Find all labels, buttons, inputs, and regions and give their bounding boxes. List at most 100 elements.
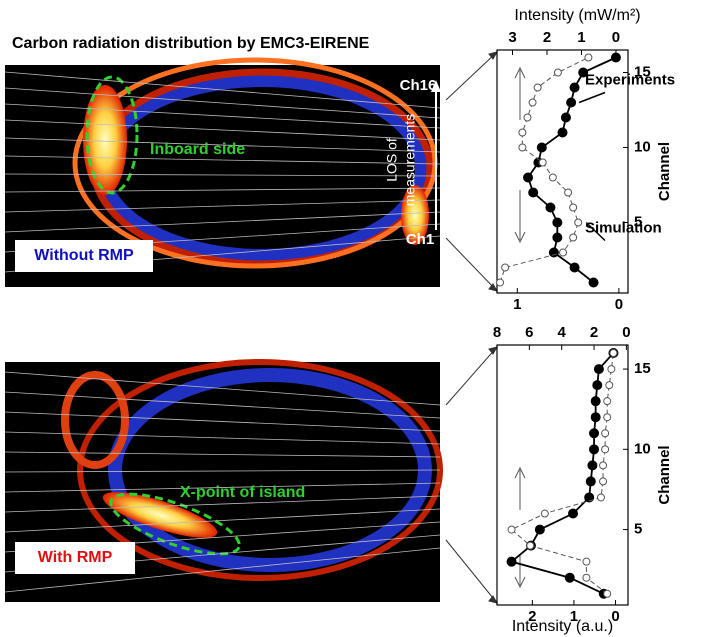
data-point (536, 142, 547, 153)
x2-tick-label: 0 (612, 29, 620, 46)
plot-frame (496, 49, 629, 294)
y-axis-label: Channel (656, 445, 673, 504)
y-tick-label: 5 (634, 521, 642, 538)
data-point (584, 53, 593, 62)
plot-frame (496, 344, 629, 606)
connector (445, 51, 499, 604)
data-point (603, 413, 612, 422)
y-tick-label: 10 (634, 138, 651, 155)
data-point (540, 509, 549, 518)
series-line (527, 56, 617, 284)
data-point (609, 349, 618, 358)
legend-label: Experiments (585, 71, 675, 88)
data-point (599, 461, 608, 470)
data-point (496, 278, 505, 287)
data-point (533, 83, 542, 92)
data-point (528, 98, 537, 107)
x2-tick-label: 6 (525, 324, 533, 341)
data-point (548, 247, 559, 258)
data-point (545, 202, 556, 213)
data-point (553, 68, 562, 77)
data-point (589, 444, 600, 455)
annotation: X-point of island (180, 484, 305, 501)
x-tick-label: 0 (611, 608, 619, 625)
data-point (518, 143, 527, 152)
x-tick-label: 2 (528, 608, 536, 625)
panel-label: With RMP (38, 549, 113, 566)
data-point (569, 82, 580, 93)
x2-tick-label: 3 (508, 29, 516, 46)
x-tick-label: 1 (513, 296, 521, 313)
x2-axis-label: Intensity (mW/m²) (514, 7, 640, 24)
data-point (564, 572, 575, 583)
data-point (585, 476, 596, 487)
data-point (603, 589, 612, 598)
data-point (548, 173, 557, 182)
data-point (566, 97, 577, 108)
data-point (506, 556, 517, 567)
data-point (523, 172, 534, 183)
data-point (526, 541, 535, 550)
legend-arrow (585, 221, 606, 242)
legend-arrow (578, 91, 606, 104)
data-point (534, 524, 545, 535)
x2-tick-label: 4 (558, 324, 567, 341)
data-point (596, 493, 605, 502)
y-tick-label: 5 (634, 213, 642, 230)
series-line (499, 57, 589, 283)
data-point (599, 477, 608, 486)
y-axis-label: Channel (656, 142, 673, 201)
data-point (601, 445, 610, 454)
data-point (582, 573, 591, 582)
arrow (514, 66, 526, 589)
data-point (607, 365, 616, 374)
legend-label: Simulation (585, 219, 662, 236)
x2-tick-label: 0 (622, 324, 630, 341)
figure-title: Carbon radiation distribution by EMC3-EI… (12, 35, 370, 52)
data-point (593, 364, 604, 375)
y-tick-label: 15 (634, 63, 651, 80)
series-line (510, 352, 614, 595)
data-point (582, 557, 591, 566)
annotation: Ch16 (400, 77, 437, 94)
data-point (592, 380, 603, 391)
data-point (610, 52, 621, 63)
y-tick-label: 15 (634, 360, 651, 377)
data-point (564, 188, 573, 197)
data-point (574, 218, 583, 227)
data-point (601, 429, 610, 438)
x2-tick-label: 1 (577, 29, 585, 46)
data-point (569, 262, 580, 273)
data-point (523, 113, 532, 122)
x-axis-label: Intensity (a.u.) (512, 618, 613, 635)
y-tick-label: 10 (634, 440, 651, 457)
x2-tick-label: 2 (590, 324, 598, 341)
data-point (538, 158, 547, 167)
x2-tick-label: 2 (543, 29, 551, 46)
data-point (589, 428, 600, 439)
data-point (587, 460, 598, 471)
data-point (588, 277, 599, 288)
x-tick-label: 0 (615, 296, 623, 313)
annotation: Ch1 (406, 231, 434, 248)
data-point (552, 232, 563, 243)
series-line (509, 352, 615, 595)
data-point (603, 397, 612, 406)
x-tick-label: 1 (570, 608, 578, 625)
data-point (590, 412, 601, 423)
data-point (501, 263, 510, 272)
data-point (568, 508, 579, 519)
data-point (559, 248, 568, 257)
data-point (518, 128, 527, 137)
x2-tick-label: 8 (493, 324, 501, 341)
data-point (552, 217, 563, 228)
data-point (605, 381, 614, 390)
annotation: LOS of (384, 138, 400, 182)
image-without-rmp (4, 57, 441, 287)
annotation: measurements (402, 114, 418, 207)
image-with-rmp (4, 359, 443, 602)
data-point (590, 396, 601, 407)
data-point (557, 127, 568, 138)
data-point (560, 112, 571, 123)
